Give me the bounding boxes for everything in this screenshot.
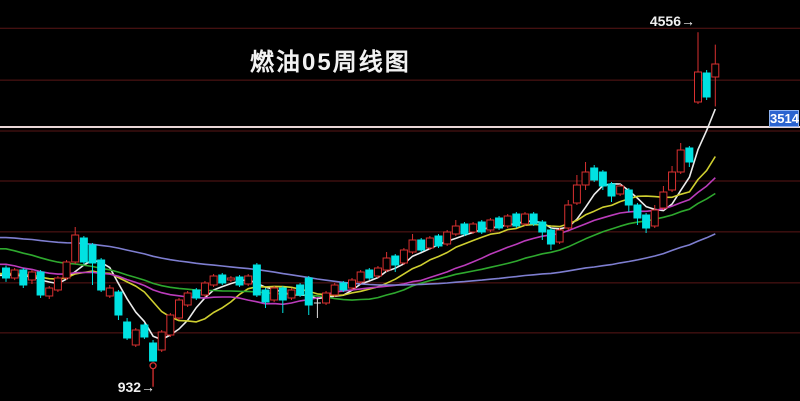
candle-down xyxy=(642,214,651,229)
candle-up xyxy=(183,292,192,306)
candle-up xyxy=(348,279,356,289)
candle-down xyxy=(339,282,348,291)
candle-up xyxy=(668,171,677,191)
candle-up xyxy=(711,63,720,78)
candle-up xyxy=(226,277,235,281)
candle-up xyxy=(616,185,625,195)
candle-up xyxy=(451,225,460,235)
candle-down xyxy=(633,204,642,219)
candle-down xyxy=(607,183,616,197)
candle-up xyxy=(659,191,668,209)
candle-up xyxy=(564,204,573,229)
candle-down xyxy=(529,213,538,225)
last-price-badge: 3514 xyxy=(769,110,799,127)
candle-down xyxy=(598,171,607,187)
candle-up xyxy=(62,261,71,279)
candle-up xyxy=(330,284,339,296)
candle-down xyxy=(296,284,305,296)
candle-up xyxy=(382,257,391,271)
candle-down xyxy=(365,269,374,279)
candle-down xyxy=(495,217,504,229)
candle-up xyxy=(105,287,114,297)
candle-up xyxy=(572,184,581,204)
candle-up xyxy=(443,231,452,245)
candle-down xyxy=(149,342,158,362)
candle-up xyxy=(209,275,218,286)
candle-down xyxy=(79,237,88,263)
candle-up xyxy=(676,149,685,173)
candle-up xyxy=(200,282,209,296)
candle-down xyxy=(624,189,633,206)
candle-down xyxy=(140,324,149,338)
candle-down xyxy=(36,271,45,296)
candle-down xyxy=(235,276,244,286)
candle-up xyxy=(521,213,529,225)
candle-up xyxy=(157,331,166,351)
candle-up xyxy=(270,287,279,301)
candle-down xyxy=(97,259,106,291)
candle-up xyxy=(486,219,495,231)
candle-up xyxy=(131,329,140,346)
candle-up xyxy=(166,314,175,336)
candle-up xyxy=(555,229,564,243)
ma-line-30 xyxy=(0,192,716,301)
candle-down xyxy=(218,274,227,284)
candle-up xyxy=(10,269,19,279)
candle-down xyxy=(391,255,400,266)
candle-up xyxy=(244,275,253,285)
candle-up xyxy=(650,209,659,227)
candle-up xyxy=(581,171,590,186)
candle-down xyxy=(123,321,132,339)
candle-down xyxy=(546,229,555,245)
candle-up xyxy=(469,223,478,233)
candle-up xyxy=(425,237,434,249)
candle-down xyxy=(702,72,711,98)
candle-down xyxy=(538,221,547,233)
candle-up xyxy=(694,71,702,103)
candle-up xyxy=(322,292,331,304)
candle-down xyxy=(417,239,426,251)
candle-down xyxy=(114,291,123,316)
ma-line-60 xyxy=(0,233,716,286)
candle-up xyxy=(53,277,62,291)
low-marker-circle xyxy=(149,362,157,370)
candle-down xyxy=(278,287,287,301)
high-price-label: 4556→ xyxy=(649,13,695,29)
candle-up xyxy=(408,239,417,253)
candle-down xyxy=(261,289,270,303)
ma-line-10 xyxy=(0,156,716,323)
chart-title: 燃油05周线图 xyxy=(250,49,411,76)
candle-down xyxy=(685,147,694,163)
candle-up xyxy=(45,287,54,297)
candle-down xyxy=(192,289,201,299)
candle-down xyxy=(2,267,10,279)
candle-up xyxy=(175,299,183,319)
candle-up xyxy=(503,215,512,227)
candle-down xyxy=(88,244,97,264)
ma-line-20 xyxy=(0,177,716,306)
candle-down xyxy=(590,167,599,181)
candle-down xyxy=(477,221,486,233)
candle-down xyxy=(512,213,521,227)
candle-down xyxy=(460,223,469,235)
ma-line-5 xyxy=(0,108,717,341)
candle-up xyxy=(287,289,296,299)
candle-down xyxy=(304,277,313,306)
candle-up xyxy=(71,234,80,263)
candle-down xyxy=(19,269,28,286)
candle-up xyxy=(356,271,365,283)
candle-up xyxy=(27,271,36,281)
low-price-label: 932→ xyxy=(117,378,156,395)
candle-up xyxy=(373,267,382,277)
candle-down xyxy=(252,264,261,296)
candle-up xyxy=(399,249,408,264)
candle-down xyxy=(434,235,443,247)
